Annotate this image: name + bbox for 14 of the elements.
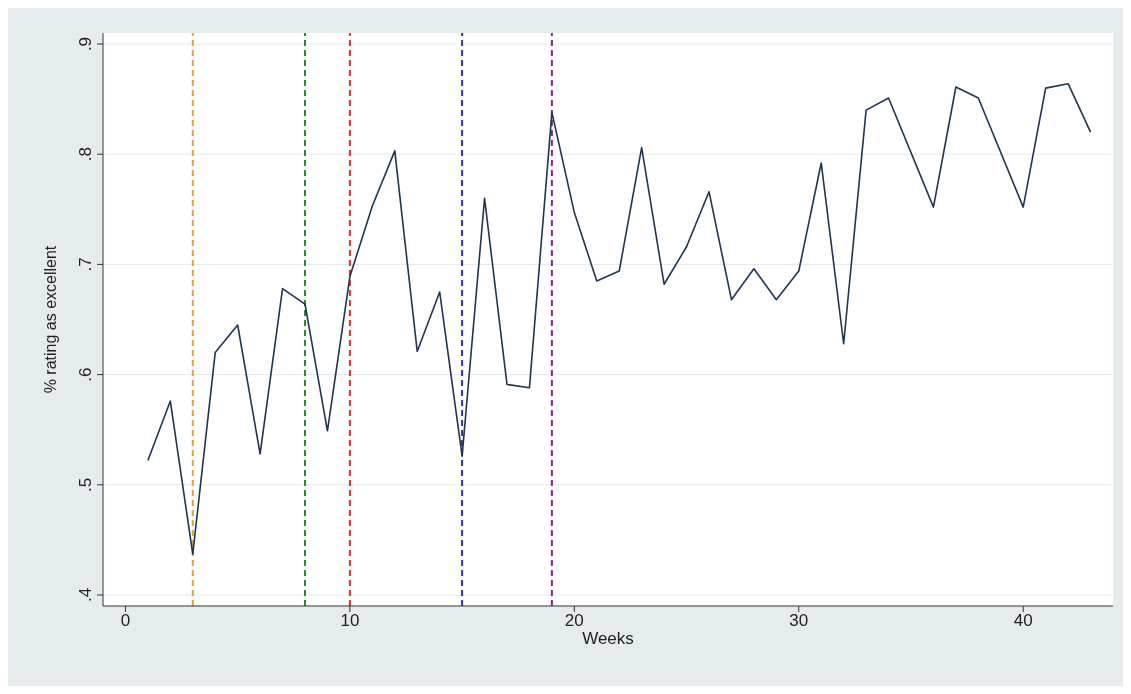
y-tick-label: .8 — [76, 147, 95, 162]
y-tick-label: .6 — [76, 367, 95, 382]
line-series — [147, 82, 1092, 556]
y-tick-label: .7 — [76, 257, 95, 272]
x-tick-label: 10 — [340, 611, 360, 631]
y-tick-label: .5 — [76, 477, 95, 492]
x-tick-label: 40 — [1013, 611, 1033, 631]
x-tick-label: 30 — [789, 611, 809, 631]
y-axis-title: % rating as excellent — [41, 245, 59, 394]
x-tick-label: 0 — [120, 611, 131, 631]
x-tick-label: 20 — [564, 611, 584, 631]
y-tick-label: .4 — [76, 587, 95, 603]
x-axis-title: Weeks — [582, 629, 634, 648]
y-tick-label: .9 — [76, 36, 95, 52]
